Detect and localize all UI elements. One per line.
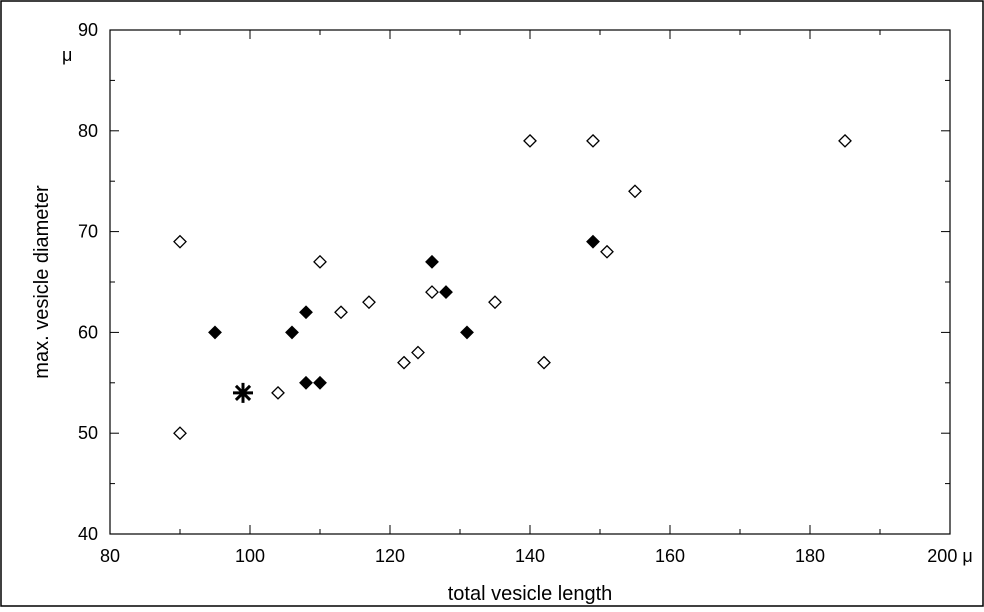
x-tick-label: 120	[375, 546, 405, 566]
filled-diamond-point	[586, 234, 600, 249]
open-diamond-point	[600, 244, 614, 259]
open-diamond-point	[362, 295, 376, 310]
open-diamond-point	[313, 254, 327, 269]
open-diamond-point	[488, 295, 502, 310]
y-tick-label: 60	[78, 322, 98, 342]
asterisk-point	[233, 382, 253, 403]
open-diamond-point	[523, 133, 537, 148]
open-diamond-point	[628, 184, 642, 199]
open-diamond-point	[397, 355, 411, 370]
y-tick-label: 70	[78, 222, 98, 242]
filled-diamond-point	[208, 325, 222, 340]
open-diamond-point	[537, 355, 551, 370]
x-axis: 80 100 120 140 160 180 200 μ	[100, 30, 973, 566]
x-tick-label: 80	[100, 546, 120, 566]
y-axis: 40 50 60 70 80 90	[78, 20, 950, 544]
filled-diamond-point	[425, 254, 439, 269]
filled-diamond-point	[285, 325, 299, 340]
filled-diamond-point	[460, 325, 474, 340]
x-axis-title: total vesicle length	[448, 583, 613, 605]
y-unit-label: μ	[62, 45, 72, 65]
y-tick-label: 90	[78, 20, 98, 40]
x-tick-label: 200 μ	[927, 546, 972, 566]
y-axis-title: max. vesicle diameter	[31, 185, 53, 379]
filled-diamond-point	[299, 305, 313, 320]
open-diamond-point	[411, 345, 425, 360]
open-diamond-point	[425, 285, 439, 299]
x-tick-label: 100	[235, 546, 265, 566]
open-diamond-point	[838, 133, 852, 148]
filled-diamond-point	[299, 375, 313, 390]
y-tick-label: 40	[78, 524, 98, 544]
filled-diamond-point	[313, 375, 327, 390]
open-diamond-point	[271, 385, 285, 400]
y-tick-label: 80	[78, 121, 98, 141]
x-tick-label: 160	[655, 546, 685, 566]
open-diamond-point	[334, 305, 348, 320]
x-tick-label: 140	[515, 546, 545, 566]
data-points	[173, 133, 852, 441]
plot-area-frame	[109, 29, 951, 535]
y-tick-label: 50	[78, 423, 98, 443]
x-tick-label: 180	[795, 546, 825, 566]
open-diamond-point	[173, 426, 187, 441]
open-diamond-point	[173, 234, 187, 249]
filled-diamond-point	[439, 285, 453, 299]
open-diamond-point	[586, 133, 600, 148]
